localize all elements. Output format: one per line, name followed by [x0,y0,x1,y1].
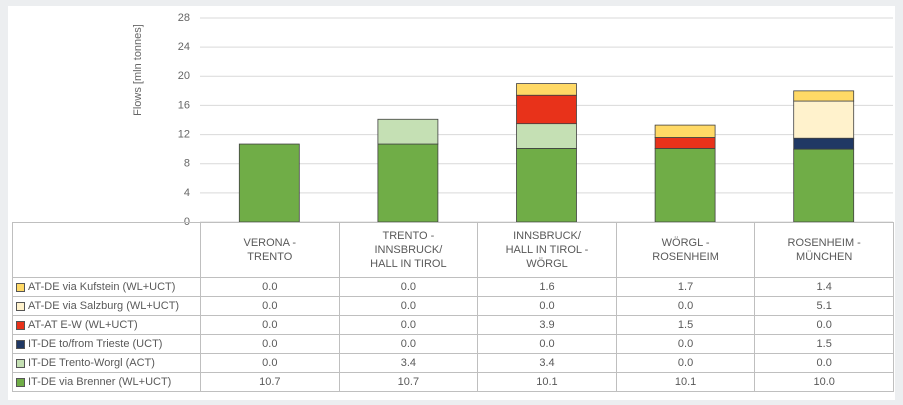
bar-segment [516,83,577,96]
value-cell: 0.0 [338,277,479,297]
value-cell: 3.4 [477,353,617,373]
bar-segment [377,143,439,223]
legend-cell: AT-DE via Kufstein (WL+UCT) [12,277,201,297]
value-cell: 0.0 [200,277,340,297]
data-table: VERONA - TRENTO TRENTO - INNSBRUCK/ HALL … [12,222,894,392]
legend-cell: IT-DE via Brenner (WL+UCT) [12,372,201,392]
header-row: VERONA - TRENTO TRENTO - INNSBRUCK/ HALL … [12,222,894,278]
bar-segment [516,148,577,223]
data-row: IT-DE to/from Trieste (UCT) 0.0 0.0 0.0 0.0 1… [12,334,894,354]
value-cell: 0.0 [338,334,479,354]
legend-swatch [16,301,25,311]
legend-label: IT-DE to/from Trieste (UCT) [28,338,163,350]
value-cell: 3.9 [477,315,617,335]
category-label: VERONA - TRENTO [200,222,340,278]
bar-segment [238,143,300,223]
category-label: WÖRGL - ROSENHEIM [615,222,756,278]
y-tick-label: 0 [184,216,190,228]
data-row: IT-DE Trento-Worgl (ACT) 0.0 3.4 3.4 0.0 0.0 [12,353,894,373]
value-cell: 10.0 [754,372,894,392]
bar-segment [654,148,716,223]
value-cell: 1.5 [615,315,756,335]
value-cell: 0.0 [615,334,756,354]
legend-swatch [16,358,25,368]
legend-label: IT-DE via Brenner (WL+UCT) [28,376,172,388]
value-cell: 0.0 [338,296,479,316]
bar-segment [377,118,439,145]
value-cell: 10.1 [615,372,756,392]
legend-swatch [16,282,25,292]
bar-segment [793,100,855,139]
legend-label: AT-AT E-W (WL+UCT) [28,319,138,331]
bar-segment [654,124,716,138]
y-tick-label: 16 [178,99,190,111]
legend-cell: AT-DE via Salzburg (WL+UCT) [12,296,201,316]
category-label: TRENTO - INNSBRUCK/ HALL IN TIROL [338,222,479,278]
bar-segment [516,123,577,149]
legend-cell: AT-AT E-W (WL+UCT) [12,315,201,335]
y-tick-label: 12 [178,128,190,140]
value-cell: 0.0 [338,315,479,335]
data-row: AT-AT E-W (WL+UCT) 0.0 0.0 3.9 1.5 0.0 [12,315,894,335]
legend-swatch [16,320,25,330]
data-row: IT-DE via Brenner (WL+UCT) 10.7 10.7 10.1 10… [12,372,894,392]
value-cell: 0.0 [477,296,617,316]
corner-cell [12,222,201,278]
category-label: ROSENHEIM - MÜNCHEN [754,222,894,278]
value-cell: 0.0 [200,296,340,316]
value-cell: 1.5 [754,334,894,354]
value-cell: 10.7 [338,372,479,392]
value-cell: 10.7 [200,372,340,392]
legend-label: IT-DE Trento-Worgl (ACT) [28,357,155,369]
data-row: AT-DE via Kufstein (WL+UCT) 0.0 0.0 1.6 1.7 1… [12,277,894,297]
y-tick-label: 8 [184,158,190,170]
value-cell: 1.7 [615,277,756,297]
value-cell: 0.0 [200,334,340,354]
bar-segment [654,137,716,149]
y-tick-label: 4 [184,187,190,199]
value-cell: 0.0 [200,353,340,373]
y-tick-label: 28 [178,12,190,24]
legend-cell: IT-DE to/from Trieste (UCT) [12,334,201,354]
value-cell: 0.0 [615,296,756,316]
value-cell: 0.0 [615,353,756,373]
legend-label: AT-DE via Salzburg (WL+UCT) [28,300,180,312]
bar-segment [793,137,855,150]
y-tick-label: 20 [178,70,190,82]
legend-cell: IT-DE Trento-Worgl (ACT) [12,353,201,373]
value-cell: 0.0 [477,334,617,354]
legend-swatch [16,339,25,349]
y-axis-label: Flows [mln tonnes] [132,24,144,116]
value-cell: 3.4 [338,353,479,373]
bar-segment [516,94,577,125]
legend-swatch [16,377,25,387]
value-cell: 10.1 [477,372,617,392]
category-label: INNSBRUCK/ HALL IN TIROL - WÖRGL [477,222,617,278]
value-cell: 1.4 [754,277,894,297]
value-cell: 0.0 [754,353,894,373]
bar-segment [793,90,855,102]
y-tick-label: 24 [178,41,190,53]
value-cell: 1.6 [477,277,617,297]
value-cell: 5.1 [754,296,894,316]
value-cell: 0.0 [200,315,340,335]
legend-label: AT-DE via Kufstein (WL+UCT) [28,281,176,293]
data-row: AT-DE via Salzburg (WL+UCT) 0.0 0.0 0.0 0.0 5… [12,296,894,316]
bar-segment [793,148,855,223]
value-cell: 0.0 [754,315,894,335]
